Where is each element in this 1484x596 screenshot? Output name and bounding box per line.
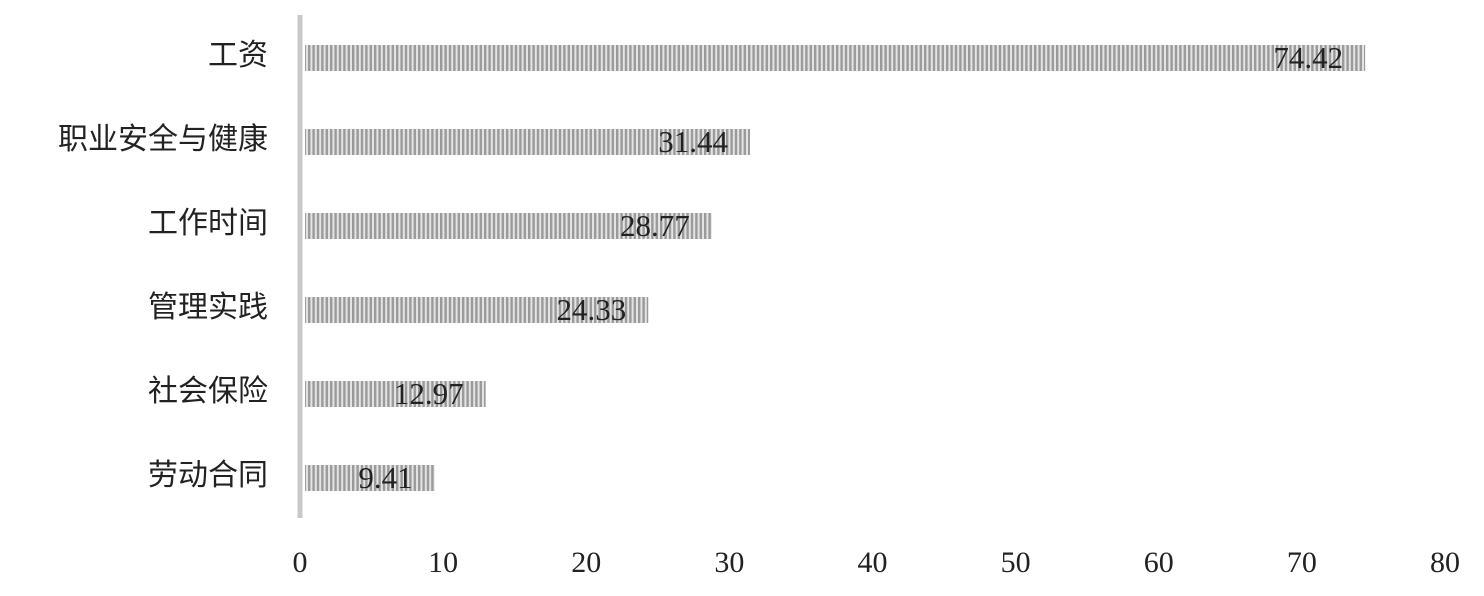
x-tick-label: 10 [428, 546, 458, 579]
value-label: 9.41 [358, 460, 412, 495]
x-tick-label: 20 [571, 546, 601, 579]
value-label: 74.42 [1273, 40, 1343, 75]
value-label: 31.44 [658, 124, 728, 159]
x-tick-label: 50 [1001, 546, 1031, 579]
value-label: 12.97 [394, 376, 464, 411]
y-tick-label: 劳动合同 [148, 459, 268, 492]
bar [305, 465, 435, 491]
x-tick-label: 0 [293, 546, 308, 579]
x-tick-label: 70 [1287, 546, 1317, 579]
x-tick-label: 40 [858, 546, 888, 579]
y-tick-label: 工资 [208, 39, 268, 72]
x-tick-label: 80 [1430, 546, 1460, 579]
x-tick-label: 30 [714, 546, 744, 579]
y-tick-label: 管理实践 [148, 291, 268, 324]
bar [305, 381, 486, 407]
bar [305, 129, 750, 155]
x-tick-label: 60 [1144, 546, 1174, 579]
y-tick-label: 职业安全与健康 [58, 123, 268, 156]
value-label: 24.33 [556, 292, 626, 327]
bar [305, 297, 649, 323]
bar [305, 45, 1366, 71]
bar [305, 213, 712, 239]
y-tick-label: 社会保险 [148, 375, 268, 408]
y-tick-label: 工作时间 [148, 207, 268, 240]
value-label: 28.77 [620, 208, 690, 243]
